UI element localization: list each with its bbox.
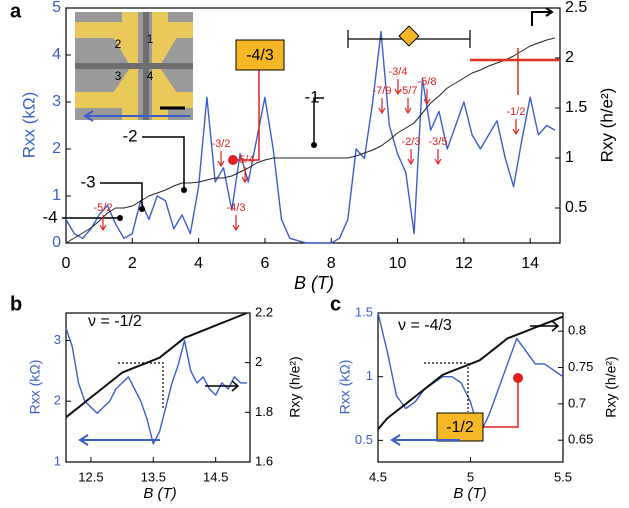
- arrow: [530, 321, 558, 331]
- filling-factor: ν = -1/2: [88, 313, 142, 330]
- y2-tick-label: 1.8: [255, 404, 273, 419]
- y2-tick-label: 1: [565, 149, 574, 166]
- state-label: -2: [122, 126, 137, 145]
- diamond: [399, 26, 419, 46]
- x-tick-label: 12: [455, 255, 473, 272]
- leader-dot: [181, 187, 187, 193]
- fraction-label: -1/2: [507, 106, 526, 118]
- x-axis-label: B (T): [453, 485, 486, 502]
- y-tick-label: 3: [52, 93, 61, 110]
- fraction-arrow: [218, 151, 224, 166]
- arrow: [424, 363, 468, 412]
- fraction-label: -3/5: [429, 136, 448, 148]
- panel: 12.5 13.5 14.5 1 2 3 1.6 1.8 2 2.2 b B (T) Rxx (kΩ) R…: [10, 293, 303, 502]
- y2-tick-label: 0.65: [568, 432, 593, 447]
- x-tick-label: 8: [327, 255, 336, 272]
- y-tick-label: 1: [52, 187, 61, 204]
- x-tick-label: 14.5: [203, 469, 228, 484]
- fraction-label: -5/2: [94, 202, 113, 214]
- y-tick-label: 1: [54, 453, 61, 468]
- boxed-label: -1/2: [446, 419, 474, 436]
- y-tick-label: 1: [366, 368, 373, 383]
- state-label: -1: [304, 87, 319, 106]
- fraction-label: -3/2: [212, 138, 231, 150]
- x-tick-label: 4: [194, 255, 203, 272]
- box-dot: [513, 373, 523, 383]
- y-tick-label: 1.5: [355, 304, 373, 319]
- fraction-arrow: [435, 149, 441, 164]
- fraction-arrow: [405, 98, 411, 113]
- filling-factor: ν = -4/3: [398, 317, 452, 334]
- y2-tick-label: 0.7: [568, 395, 586, 410]
- y2-tick-label: 0.5: [565, 199, 587, 216]
- x-tick-label: 10: [389, 255, 407, 272]
- fraction-label: -3/4: [389, 66, 408, 78]
- inset-label: 1: [147, 32, 154, 46]
- fraction-arrow: [233, 215, 239, 230]
- x-tick-label: 6: [260, 255, 269, 272]
- state-label: -3: [80, 172, 95, 191]
- arrow: [532, 8, 552, 26]
- fraction-label: -7/9: [373, 85, 392, 97]
- y-axis-label: Rxx (kΩ): [19, 92, 38, 159]
- y-tick-label: 4: [52, 46, 61, 63]
- x-tick-label: 12.5: [78, 469, 103, 484]
- x-tick-label: 5.5: [554, 469, 572, 484]
- fraction-label: -5/8: [418, 76, 437, 88]
- y-axis-label: Rxx (kΩ): [337, 360, 353, 415]
- y2-tick-label: 1.5: [565, 99, 587, 116]
- y-tick-label: 2: [54, 393, 61, 408]
- y-tick-label: 2: [52, 140, 61, 157]
- x-axis-label: B (T): [143, 485, 176, 502]
- y2-tick-label: 2.5: [565, 0, 587, 16]
- x-tick-label: 13.5: [141, 469, 166, 484]
- y2-tick-label: 2.2: [255, 304, 273, 319]
- x-tick-label: 14: [521, 255, 539, 272]
- inset-label: 2: [115, 37, 122, 51]
- panel-letter: a: [10, 0, 22, 22]
- x-tick-label: 2: [128, 255, 137, 272]
- y-tick-label: 5: [52, 0, 61, 16]
- inset-label: 4: [147, 69, 154, 83]
- y-tick-label: 0.5: [355, 432, 373, 447]
- state-label: -4: [42, 207, 57, 226]
- panel: 4.5 5 5.5 0.5 1 1.5 0.65 0.7 0.75 0.8 c B (T) Rxx (k…: [330, 293, 619, 502]
- leader-dot: [139, 206, 145, 212]
- fraction-label: -2/3: [402, 136, 421, 148]
- y-axis-label: Rxx (kΩ): [27, 360, 43, 415]
- inset: [75, 12, 193, 120]
- y2-axis-label: Rxy (h/e²): [603, 356, 619, 417]
- y2-tick-label: 0.75: [568, 359, 593, 374]
- fraction-arrow: [408, 149, 414, 164]
- y2-tick-label: 1.6: [255, 453, 273, 468]
- y-tick-label: 0: [52, 234, 61, 251]
- x-axis-label: B (T): [294, 273, 334, 293]
- inset-channel: [75, 63, 193, 69]
- x-tick-label: 4.5: [369, 469, 387, 484]
- fraction-arrow: [513, 119, 519, 134]
- leader-dot: [311, 142, 317, 148]
- leader-dot: [117, 215, 123, 221]
- y2-axis-label: Rxy (h/e²): [287, 356, 303, 417]
- y-tick-label: 3: [54, 332, 61, 347]
- leader-line: [142, 137, 184, 190]
- panel-letter: b: [10, 293, 22, 315]
- fraction-label: -5/7: [399, 85, 418, 97]
- figure: 024681012140123450.511.522.5aB (T)Rxx (k…: [0, 0, 629, 508]
- y2-axis-label: Rxy (h/e²): [597, 88, 616, 163]
- inset-label: 3: [115, 69, 122, 83]
- y2-tick-label: 2: [565, 49, 574, 66]
- arrow: [80, 435, 160, 445]
- panel-letter: c: [330, 293, 341, 315]
- boxed-label: -4/3: [246, 47, 274, 64]
- x-tick-label: 0: [62, 255, 71, 272]
- fraction-arrow: [379, 98, 385, 113]
- arrow: [118, 363, 163, 410]
- y2-tick-label: 0.8: [568, 323, 586, 338]
- fraction-label: -4/3: [227, 202, 246, 214]
- box-dot: [228, 155, 238, 165]
- x-tick-label: 5: [467, 469, 474, 484]
- y2-tick-label: 2: [255, 354, 262, 369]
